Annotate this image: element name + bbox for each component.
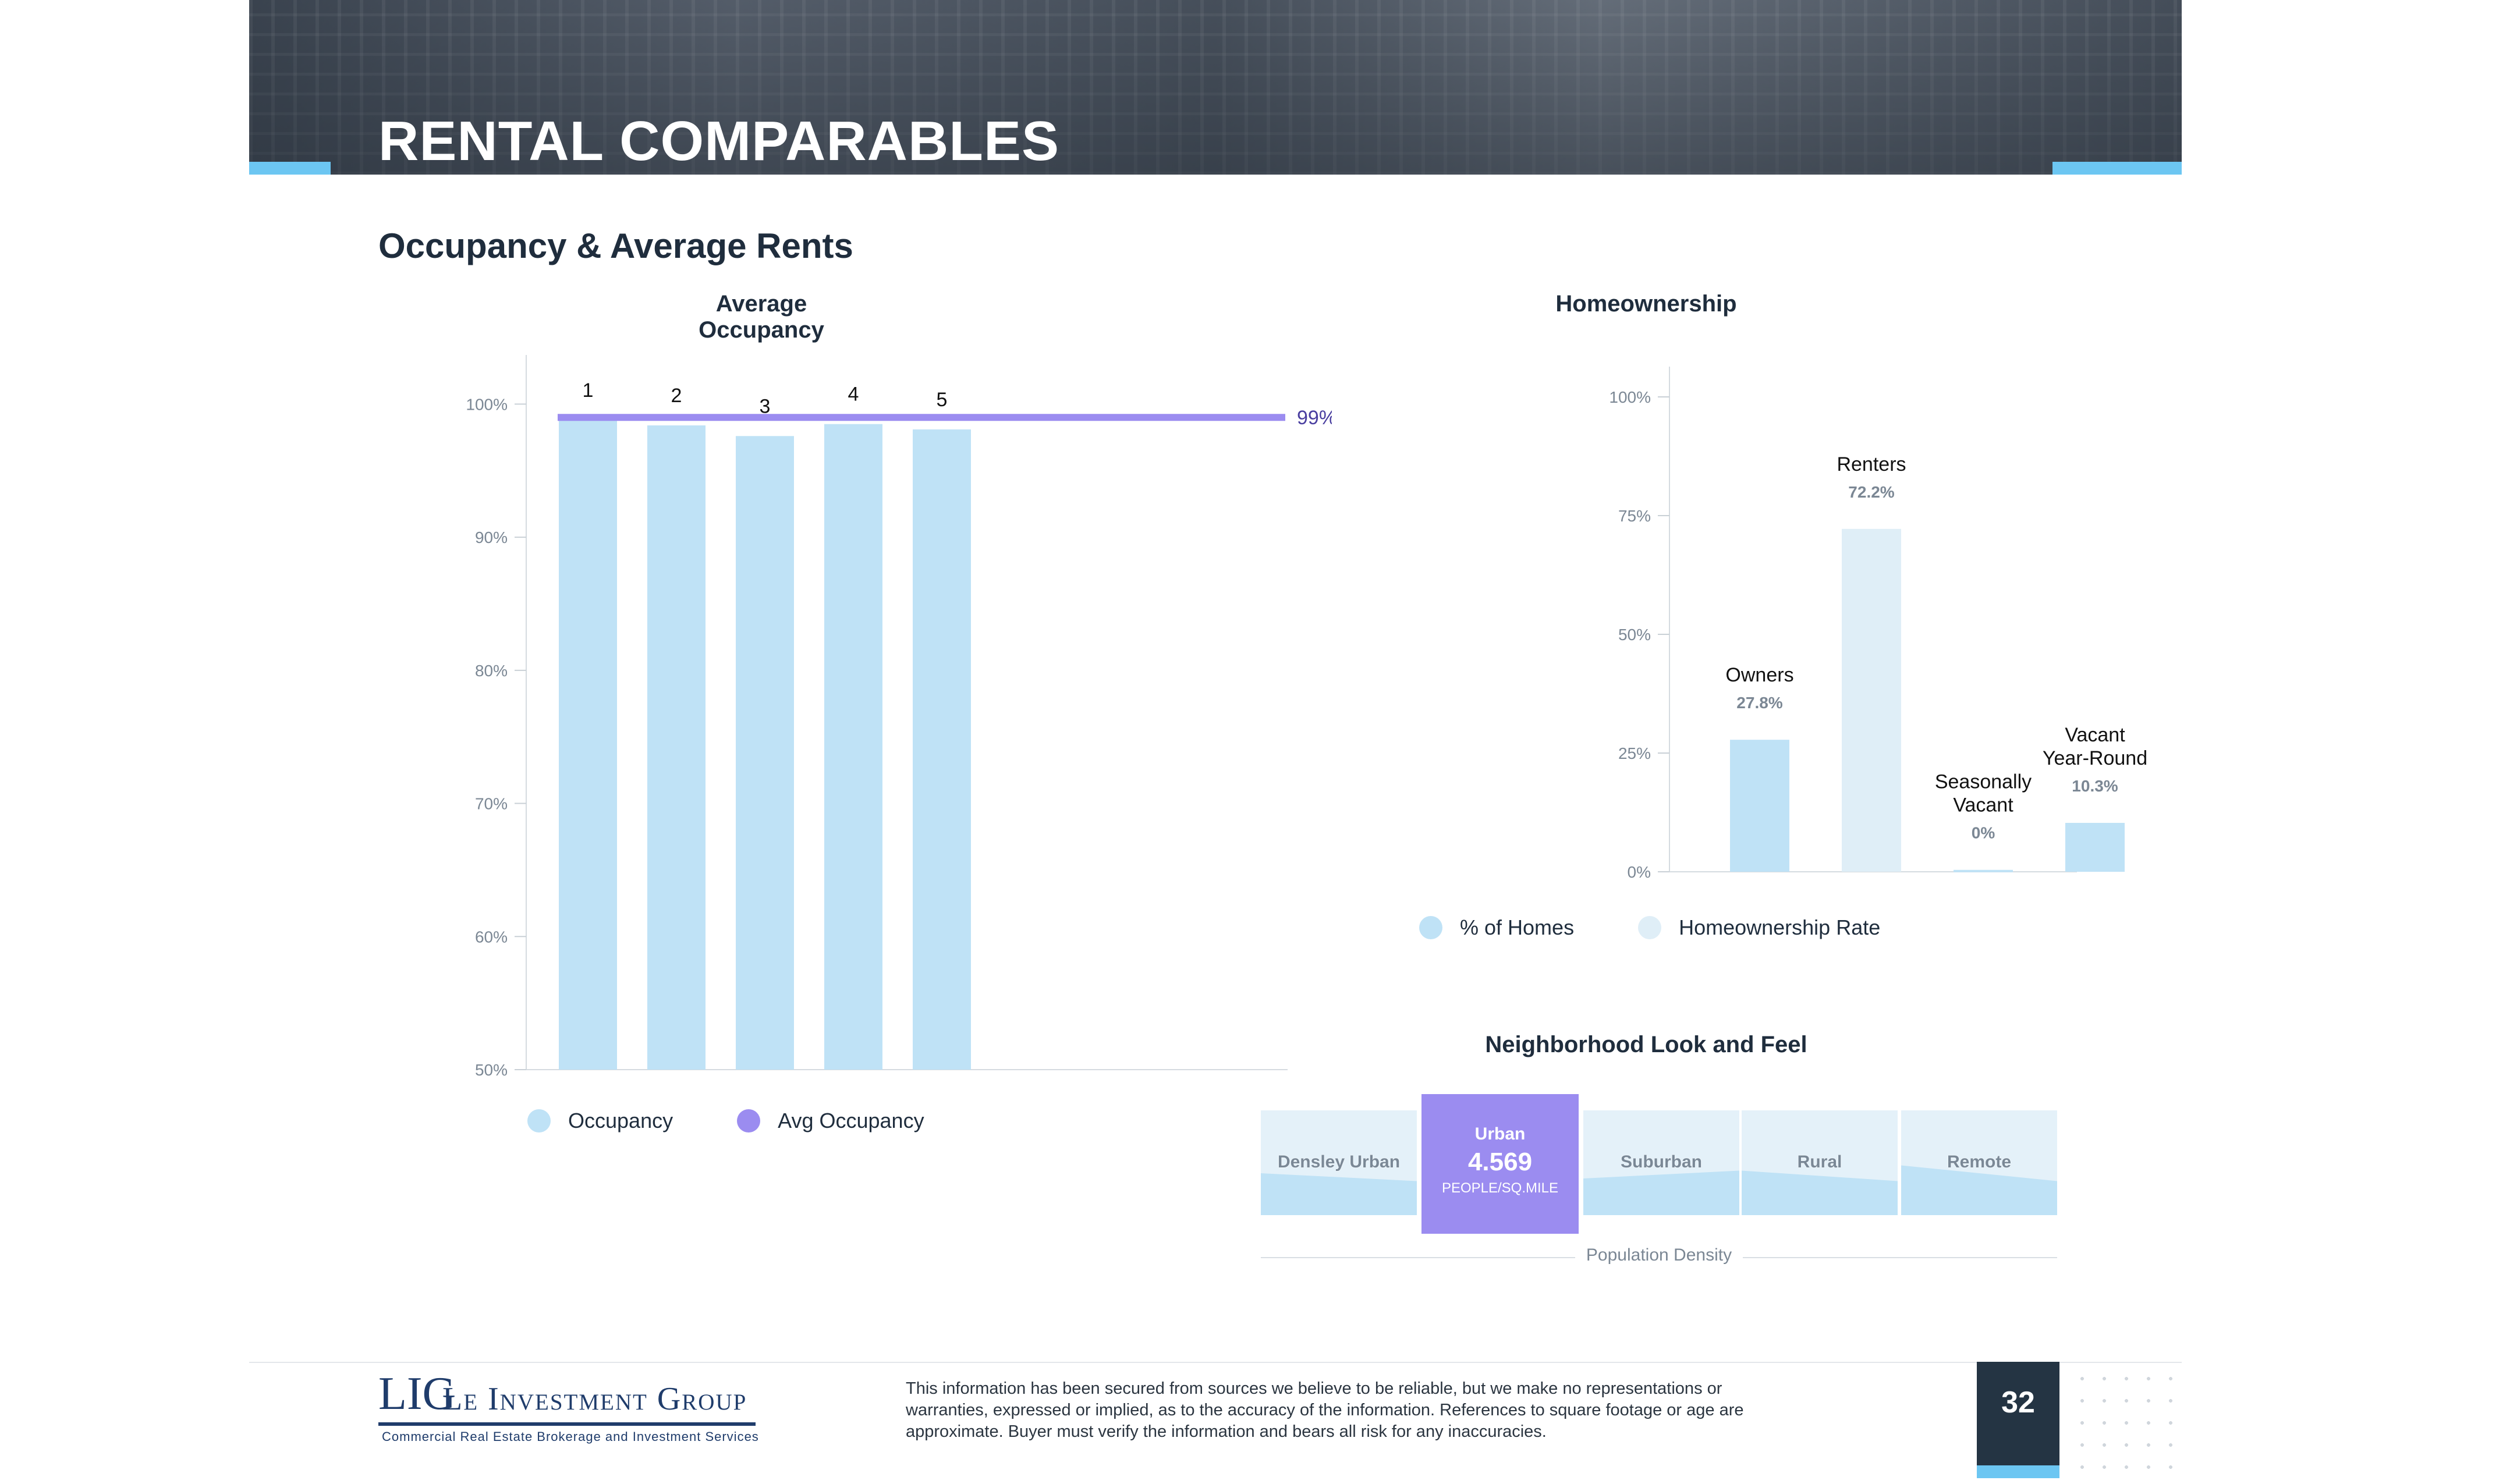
company-logo: LIG Le Investment Group Commercial Real … [378,1368,774,1449]
legend-avg-occupancy: Avg Occupancy [737,1109,924,1133]
homeownership-legend: % of Homes Homeownership Rate [1419,915,1944,940]
homeownership-chart: 0% 25% 50% 75% 100% 27.8% Owners 72.2% Renters 0%… [1609,367,2147,881]
legend-percent-of-homes: % of Homes [1419,915,1574,940]
occupancy-bar [736,436,794,1070]
population-density-axis: Population Density [1261,1245,2057,1269]
y-tick-label: 90% [475,528,508,546]
header-banner: RENTAL COMPARABLES [249,0,2182,175]
y-tick-label: 25% [1618,744,1651,762]
population-density-label: Population Density [1576,1245,1742,1265]
bar-category-label: Renters [1837,453,1906,475]
density-cell-densley-urban: Densley Urban [1261,1110,1417,1215]
legend-occupancy: Occupancy [527,1109,673,1133]
dot-pattern [2071,1368,2182,1484]
occupancy-chart-title: Average Occupancy [699,291,824,343]
homeownership-bar [1954,869,2013,872]
disclaimer-text: This information has been secured from s… [906,1379,1744,1441]
legend-homeownership-rate: Homeownership Rate [1638,915,1880,940]
page: RENTAL COMPARABLES Occupancy & Average R… [249,0,2182,1484]
y-tick-label: 100% [466,395,508,413]
bar-category-label: 4 [848,384,859,406]
bar-category-label: Year-Round [2043,747,2147,769]
bar-category-label: Vacant [1953,794,2013,816]
occupancy-bar [559,420,617,1070]
occupancy-bar [913,429,971,1070]
bar-category-label: 1 [583,379,594,402]
bar-category-label: Seasonally [1935,771,2032,793]
bar-category-label: Vacant [2065,724,2125,746]
homeownership-bar [2065,822,2125,872]
neighborhood-strip: Densley Urban Urban 4.569 PEOPLE/SQ.MILE… [1261,1094,2057,1234]
bar-value-label: 27.8% [1736,694,1782,712]
y-tick-label: 0% [1628,863,1651,881]
density-cell-remote: Remote [1901,1110,2057,1215]
neighborhood-title: Neighborhood Look and Feel [1485,1032,1807,1057]
density-cell-suburban: Suburban [1583,1110,1739,1215]
logo-name: Le Investment Group [442,1381,747,1417]
y-tick-label: 50% [475,1061,508,1079]
occupancy-bar [824,424,882,1070]
occupancy-bar [647,425,706,1070]
bar-value-label: 72.2% [1848,483,1894,501]
page-title: RENTAL COMPARABLES [378,110,1059,172]
bar-value-label: 0% [1972,824,1995,842]
page-number: 32 [1977,1362,2059,1478]
logo-mark: LIG [378,1368,456,1419]
homeownership-chart-title: Homeownership [1555,291,1737,317]
bar-value-label: 10.3% [2072,777,2118,795]
y-tick-label: 100% [1609,388,1651,406]
selected-density-unit: PEOPLE/SQ.MILE [1441,1180,1559,1196]
logo-tagline: Commercial Real Estate Brokerage and Inv… [382,1429,759,1444]
density-cell-rural: Rural [1742,1110,1898,1215]
homeownership-bar [1730,740,1789,872]
y-tick-label: 80% [475,662,508,680]
accent-bar-right [2052,162,2182,175]
occupancy-legend: Occupancy Avg Occupancy [527,1109,988,1133]
bar-category-label: 5 [937,389,948,411]
bar-category-label: 2 [671,385,682,407]
selected-density-label: Urban [1474,1124,1526,1144]
selected-density-value: 4.569 [1467,1148,1533,1176]
y-tick-label: 60% [475,928,508,946]
section-title: Occupancy & Average Rents [378,226,853,265]
avg-occupancy-label: 99% [1297,407,1332,429]
occupancy-chart: 50% 60% 70% 80% 90% 100% 1 2 3 4 5 99% [466,355,1332,1079]
y-tick-label: 50% [1618,626,1651,644]
accent-bar-left [249,162,331,175]
density-cell-selected: Urban 4.569 PEOPLE/SQ.MILE [1421,1094,1579,1234]
bar-category-label: 3 [760,395,771,417]
bar-category-label: Owners [1725,664,1793,686]
homeownership-bar [1842,528,1901,872]
y-tick-label: 75% [1618,507,1651,525]
y-tick-label: 70% [475,795,508,813]
footer-divider [249,1362,2182,1363]
